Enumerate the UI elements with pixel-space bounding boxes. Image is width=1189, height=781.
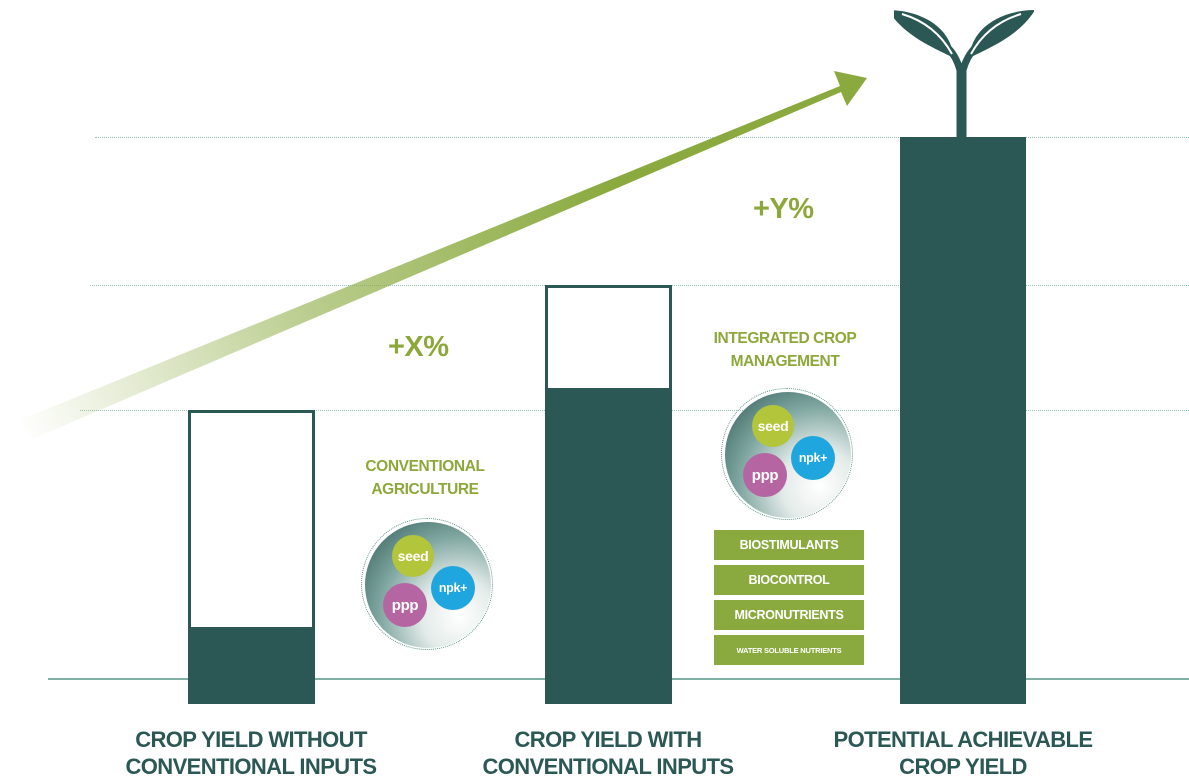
integrated-inputs-cluster: seed npk+ ppp: [721, 388, 861, 528]
tag-biocontrol: BIOCONTROL: [714, 565, 864, 595]
ppp-badge: ppp: [383, 583, 427, 627]
bar-without-inputs-fill: [191, 627, 312, 701]
conventional-title-line1: CONVENTIONAL: [365, 458, 485, 475]
conventional-title-line2: AGRICULTURE: [371, 481, 479, 498]
integrated-title-line1: INTEGRATED CROP: [713, 330, 857, 347]
bar-label-line2: CROP YIELD: [899, 754, 1027, 779]
seed-badge: seed: [752, 405, 794, 447]
tag-micronutrients: MICRONUTRIENTS: [714, 600, 864, 630]
bar-label-with-inputs: CROP YIELD WITH CONVENTIONAL INPUTS: [453, 726, 763, 780]
bar-without-inputs: [188, 410, 315, 704]
npk-badge: npk+: [791, 436, 835, 480]
bar-label-line1: CROP YIELD WITHOUT: [135, 727, 367, 752]
bar-label-line2: CONVENTIONAL INPUTS: [482, 754, 735, 779]
npk-badge: npk+: [431, 566, 475, 610]
cluster-ring: [721, 388, 853, 520]
ppp-badge: ppp: [743, 453, 787, 497]
cluster-ring: [361, 518, 493, 650]
conventional-agriculture-title: CONVENTIONAL AGRICULTURE: [330, 455, 520, 501]
conventional-inputs-cluster: seed npk+ ppp: [361, 518, 501, 658]
gain-x-label: +X%: [388, 331, 449, 363]
bar-label-potential-yield: POTENTIAL ACHIEVABLE CROP YIELD: [808, 726, 1118, 780]
gain-y-label: +Y%: [753, 193, 814, 225]
seed-badge: seed: [392, 535, 434, 577]
bar-label-line2: CONVENTIONAL INPUTS: [125, 754, 378, 779]
bar-with-inputs-fill: [548, 388, 669, 701]
bar-label-line1: CROP YIELD WITH: [514, 727, 703, 752]
bar-label-line1: POTENTIAL ACHIEVABLE: [833, 727, 1094, 752]
bar-potential-yield: [900, 137, 1026, 704]
integrated-crop-management-title: INTEGRATED CROP MANAGEMENT: [690, 327, 880, 373]
bar-with-inputs: [545, 285, 672, 704]
bar-label-without-inputs: CROP YIELD WITHOUT CONVENTIONAL INPUTS: [96, 726, 406, 780]
tag-water-soluble-nutrients: WATER SOLUBLE NUTRIENTS: [714, 635, 864, 665]
sprout-icon: [894, 10, 1034, 138]
tag-biostimulants: BIOSTIMULANTS: [714, 530, 864, 560]
integrated-title-line2: MANAGEMENT: [730, 353, 840, 370]
